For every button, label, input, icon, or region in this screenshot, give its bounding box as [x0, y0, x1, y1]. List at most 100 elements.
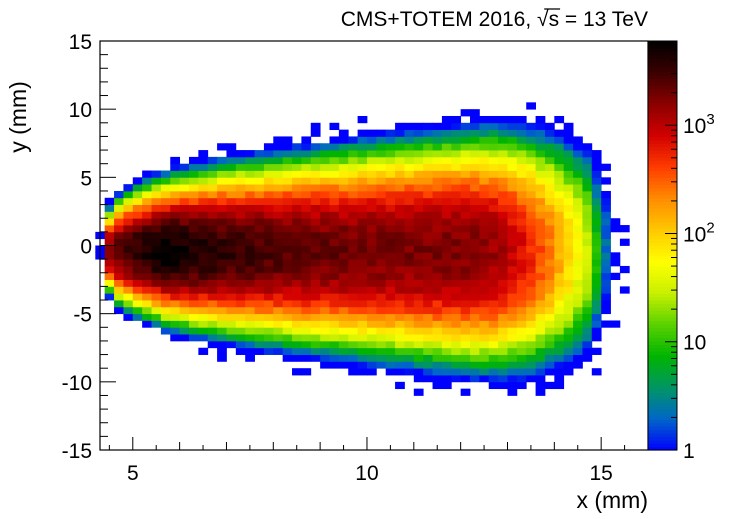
heatmap-bin	[348, 150, 359, 158]
heatmap-bin	[423, 231, 433, 240]
heatmap-bin	[507, 252, 518, 260]
heatmap-bin	[526, 150, 536, 158]
heatmap-bin	[423, 184, 433, 192]
heatmap-bin	[160, 293, 171, 301]
heatmap-bin	[535, 361, 546, 369]
heatmap-bin	[516, 340, 527, 349]
heatmap-bin	[507, 156, 518, 165]
heatmap-bin	[404, 122, 415, 131]
heatmap-bin	[470, 150, 480, 158]
heatmap-bin	[554, 347, 565, 355]
heatmap-bin	[535, 320, 546, 328]
heatmap-bin	[460, 170, 471, 178]
heatmap-bin	[470, 320, 480, 328]
heatmap-bin	[114, 225, 124, 233]
heatmap-bin	[245, 190, 255, 199]
heatmap-bin	[488, 347, 499, 355]
heatmap-bin	[132, 259, 143, 267]
heatmap-bin	[591, 184, 602, 192]
colorbar-segment	[648, 150, 677, 155]
heatmap-bin	[423, 143, 433, 151]
heatmap-bin	[254, 211, 265, 219]
heatmap-bin	[554, 272, 565, 280]
colorbar-segment	[648, 44, 677, 49]
heatmap-bin	[263, 327, 274, 335]
heatmap-bin	[366, 279, 377, 287]
heatmap-bin	[395, 156, 405, 165]
heatmap-bin	[460, 320, 471, 328]
heatmap-bin	[132, 313, 143, 321]
heatmap-bin	[188, 156, 199, 165]
heatmap-bin	[114, 211, 124, 219]
heatmap-bin	[460, 238, 471, 246]
heatmap-bin	[366, 272, 377, 280]
heatmap-bin	[301, 306, 312, 315]
heatmap-bin	[535, 354, 546, 362]
heatmap-bin	[366, 163, 377, 171]
heatmap-bin	[498, 252, 508, 260]
heatmap-bin	[376, 300, 387, 308]
colorbar-segment	[648, 41, 677, 46]
heatmap-bin	[263, 211, 274, 219]
heatmap-bin	[235, 327, 246, 335]
heatmap-bin	[273, 190, 284, 199]
heatmap-bin	[273, 170, 284, 178]
heatmap-bin	[376, 143, 387, 151]
heatmap-bin	[310, 300, 321, 308]
heatmap-bin	[423, 272, 433, 280]
heatmap-bin	[535, 293, 546, 301]
heatmap-bin	[516, 177, 527, 185]
heatmap-bin	[460, 300, 471, 308]
heatmap-bin	[226, 177, 237, 185]
heatmap-bin	[423, 252, 433, 260]
heatmap-bin	[544, 129, 555, 137]
heatmap-bin	[292, 245, 302, 253]
heatmap-bin	[245, 293, 255, 301]
heatmap-bin	[320, 334, 330, 342]
colorbar-segment	[648, 235, 677, 240]
heatmap-bin	[151, 279, 162, 287]
heatmap-bin	[282, 300, 293, 308]
heatmap-bin	[573, 347, 583, 355]
heatmap-bin	[554, 211, 565, 219]
heatmap-bin	[601, 265, 611, 274]
heatmap-bin	[507, 225, 518, 233]
chart-title: CMS+TOTEM 2016, √s = 13 TeV	[341, 8, 648, 31]
heatmap-bin	[451, 279, 462, 287]
heatmap-bin	[376, 361, 387, 369]
heatmap-bin	[376, 218, 387, 226]
heatmap-bin	[254, 313, 265, 321]
heatmap-bin	[441, 252, 452, 260]
heatmap-bin	[573, 238, 583, 246]
heatmap-bin	[348, 300, 359, 308]
heatmap-bin	[573, 286, 583, 294]
heatmap-bin	[404, 300, 415, 308]
heatmap-bin	[310, 272, 321, 280]
heatmap-bin	[591, 177, 602, 185]
heatmap-bin	[535, 306, 546, 315]
heatmap-bin	[273, 327, 284, 335]
heatmap-bin	[488, 190, 499, 199]
heatmap-bin	[544, 313, 555, 321]
heatmap-bin	[132, 231, 143, 240]
heatmap-bin	[413, 231, 424, 240]
heatmap-bin	[132, 293, 143, 301]
heatmap-bin	[104, 272, 115, 280]
heatmap-bin	[273, 245, 284, 253]
heatmap-bin	[263, 347, 274, 355]
colorbar-segment	[648, 109, 677, 114]
heatmap-bin	[479, 265, 490, 274]
heatmap-bin	[563, 129, 574, 137]
heatmap-bin	[535, 334, 546, 342]
heatmap-bin	[573, 300, 583, 308]
heatmap-bin	[320, 272, 330, 280]
heatmap-bin	[488, 218, 499, 226]
heatmap-bin	[273, 293, 284, 301]
heatmap-bin	[460, 204, 471, 212]
heatmap-bin	[292, 231, 302, 240]
heatmap-bin	[123, 231, 134, 240]
heatmap-bin	[310, 354, 321, 362]
heatmap-bin	[338, 245, 349, 253]
heatmap-bin	[207, 211, 218, 219]
